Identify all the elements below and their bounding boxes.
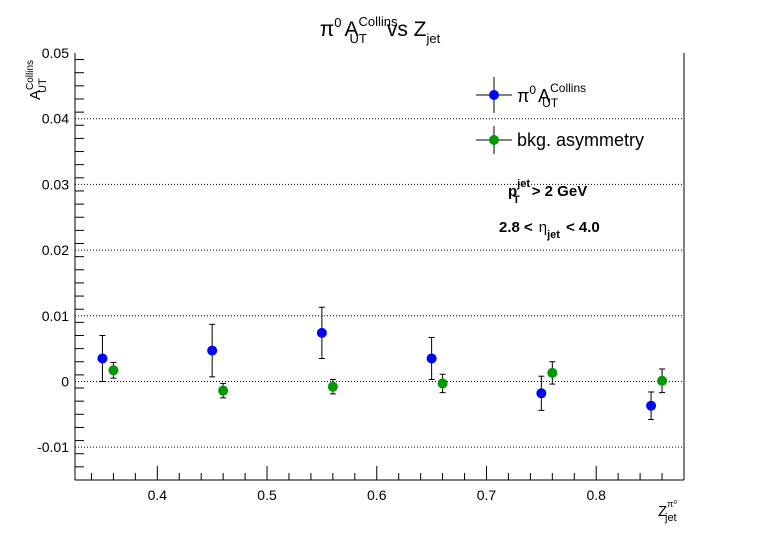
data-point [426,353,437,364]
annotation-eta-range: 2.8 < ηjet < 4.0 [499,219,600,241]
y-gridlines [75,118,684,448]
data-point [536,388,547,399]
y-tick-label: 0.04 [42,111,69,127]
data-point [437,378,448,389]
data-point [327,381,338,392]
legend-marker-bkg [489,135,499,145]
data-point [207,345,218,356]
x-axis-ticks: 0.4 0.5 0.6 0.7 0.8 [90,466,685,503]
legend-item-bkg: bkg. asymmetry [476,126,644,154]
data-point [97,353,108,364]
y-tick-label: 0.03 [42,176,69,192]
x-axis-label: Zπ⁰ jet [658,499,677,524]
data-point [657,375,668,386]
x-tick-label: 0.7 [477,487,497,503]
axes [74,53,685,481]
series-0 [97,306,657,421]
annotation-pt-cut: pjet T > 2 GeV [508,178,587,206]
y-tick-label: 0.01 [42,308,69,324]
legend-marker-pi0 [489,90,499,100]
legend-label-pi0: π0 ACollins UT [517,81,586,110]
legend-label-bkg: bkg. asymmetry [517,130,644,150]
data-point [316,327,327,338]
data-point [547,367,558,378]
legend-item-pi0-collins: π0 ACollins UT [476,77,586,113]
legend: π0 ACollins UT bkg. asymmetry [476,77,644,154]
x-tick-label: 0.5 [257,487,277,503]
y-tick-label: 0.05 [42,45,69,61]
y-axis-label: ACollinsUT [25,60,49,100]
chart-title: π0 ACollins UT vs Zjet [320,14,441,46]
series-1 [108,361,668,399]
y-axis-ticks: -0.01 0 0.01 0.02 0.03 0.04 0.05 [37,45,84,481]
y-tick-label: 0.02 [42,242,69,258]
data-point [218,385,229,396]
y-tick-label: 0 [61,373,69,389]
data-series [97,306,668,421]
x-tick-label: 0.8 [586,487,606,503]
data-point [646,400,657,411]
x-tick-label: 0.6 [367,487,387,503]
data-point [108,365,119,376]
y-tick-label: -0.01 [37,439,69,455]
x-tick-label: 0.4 [148,487,168,503]
